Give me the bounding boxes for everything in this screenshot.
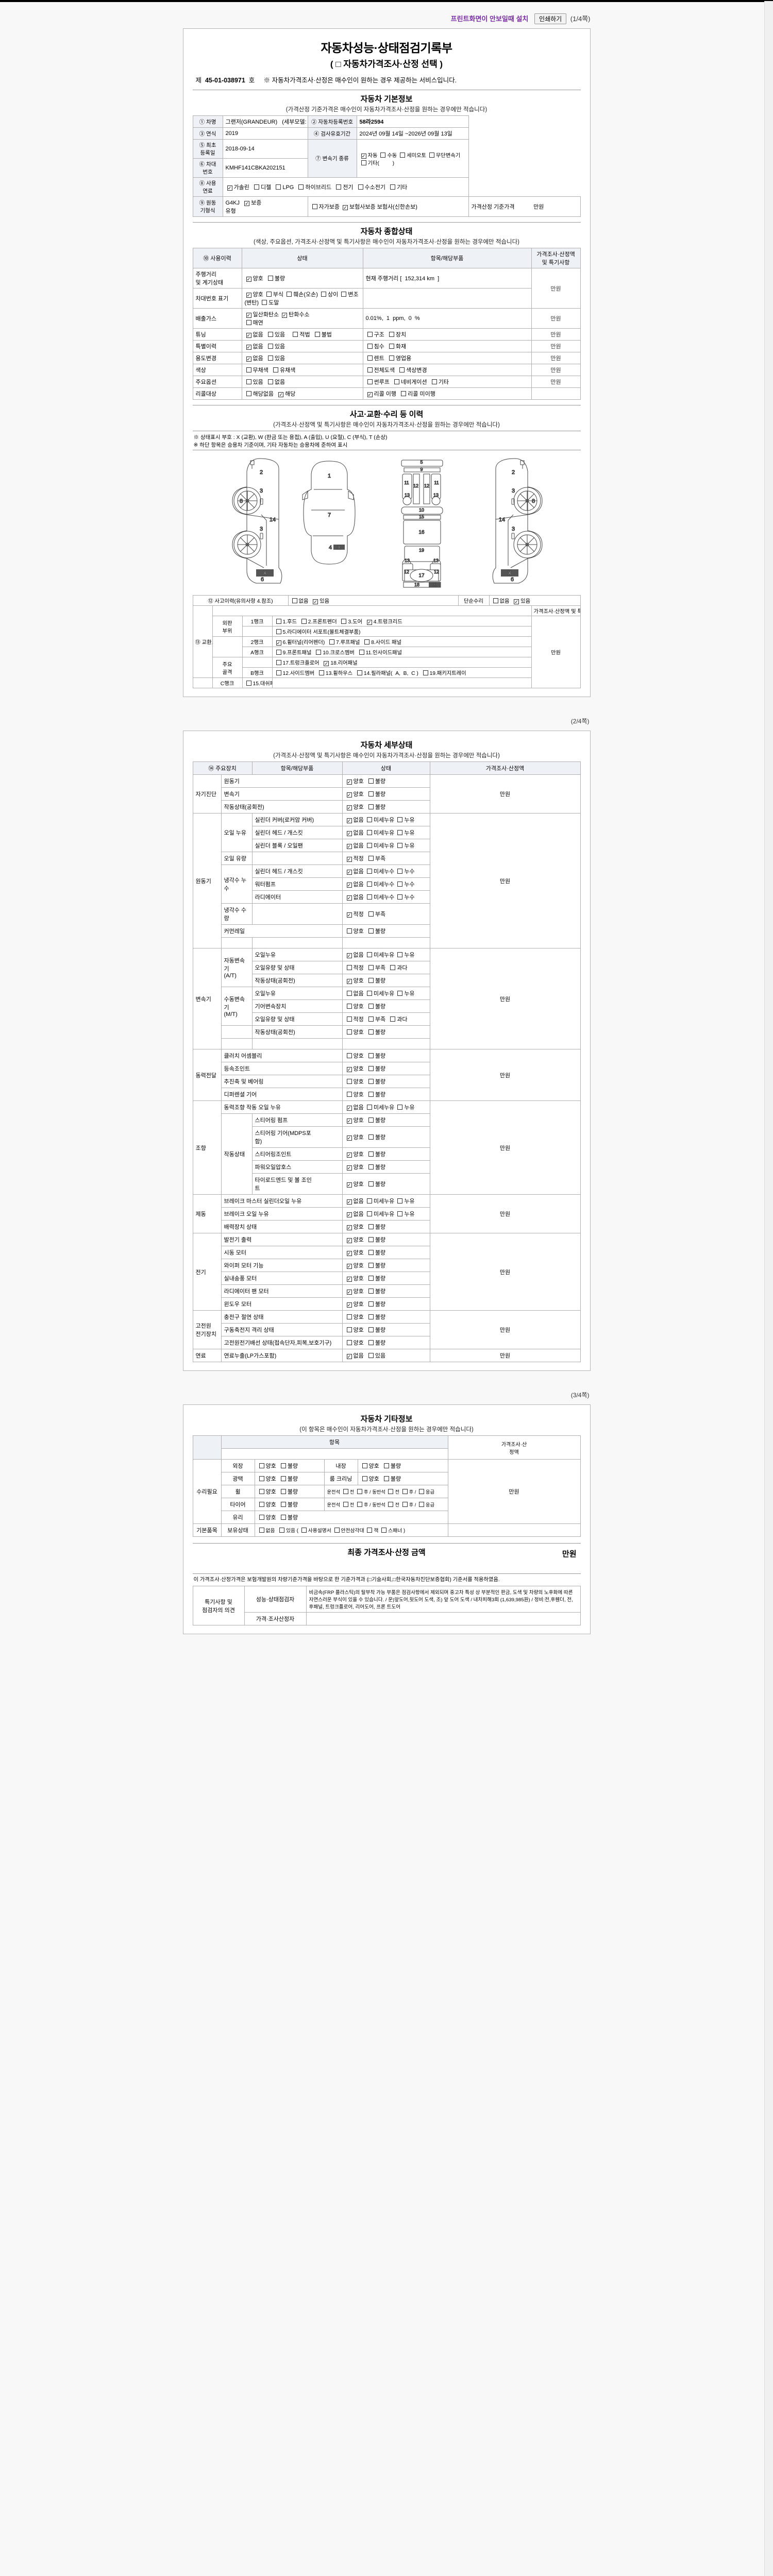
svg-text:12: 12 [433,569,439,574]
svg-text:2: 2 [259,469,262,476]
svg-text:1: 1 [327,473,330,479]
svg-text:9: 9 [420,467,423,472]
svg-text:12: 12 [413,483,418,488]
svg-text:15: 15 [418,514,424,519]
svg-text:5: 5 [420,460,423,465]
svg-text:X: X [337,545,341,551]
svg-text:13: 13 [404,558,409,563]
svg-text:3: 3 [511,488,514,494]
svg-text:X: X [508,570,512,577]
svg-text:12: 12 [404,569,409,574]
svg-text:X: X [263,570,267,577]
svg-text:14: 14 [498,517,505,523]
svg-text:X: X [432,582,435,587]
svg-text:16: 16 [418,530,425,535]
svg-text:3: 3 [259,488,262,494]
svg-text:17: 17 [418,573,425,579]
svg-text:3: 3 [259,526,262,532]
svg-text:8: 8 [239,498,242,504]
svg-text:13: 13 [433,493,438,498]
svg-text:2: 2 [511,469,514,476]
svg-text:19: 19 [418,548,424,553]
svg-text:3: 3 [511,526,514,532]
svg-text:8: 8 [531,498,534,504]
svg-text:7: 7 [327,512,330,518]
svg-text:11: 11 [404,480,409,485]
svg-text:6: 6 [510,577,513,583]
svg-text:13: 13 [404,493,409,498]
svg-text:13: 13 [433,558,438,563]
svg-text:18: 18 [414,582,419,587]
svg-text:14: 14 [269,517,275,523]
svg-text:6: 6 [260,577,263,583]
svg-text:4: 4 [328,545,331,551]
svg-text:11: 11 [434,480,439,485]
svg-text:12: 12 [424,483,429,488]
svg-text:10: 10 [418,507,424,513]
